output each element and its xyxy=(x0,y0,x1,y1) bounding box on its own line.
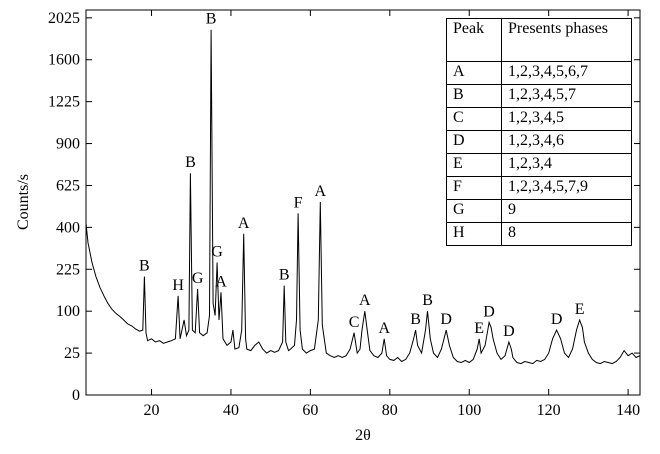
peak-label: D xyxy=(503,323,515,340)
y-tick-label: 225 xyxy=(56,261,80,278)
x-tick-label: 40 xyxy=(223,402,239,419)
peak-label: G xyxy=(211,243,223,260)
table-cell: D xyxy=(446,130,502,154)
peak-label: D xyxy=(440,311,452,328)
x-tick-label: 60 xyxy=(302,402,318,419)
y-axis-label: Counts/s xyxy=(15,174,32,230)
peak-label: H xyxy=(172,277,184,294)
peak-label: B xyxy=(410,311,421,328)
peak-label: B xyxy=(139,257,150,274)
table-cell: H xyxy=(446,222,502,246)
table-row: E 1,2,3,4 xyxy=(446,153,632,177)
x-axis-label: 2θ xyxy=(355,427,371,444)
table-cell: 8 xyxy=(501,222,632,246)
peak-label: B xyxy=(279,267,290,284)
table-cell: 1,2,3,4,5 xyxy=(501,107,632,131)
x-tick-label: 80 xyxy=(382,402,398,419)
table-cell: C xyxy=(446,107,502,131)
y-tick-label: 1600 xyxy=(48,52,80,69)
plot-frame xyxy=(85,9,641,396)
y-tick-label: 25 xyxy=(64,345,80,362)
table-cell: F xyxy=(446,176,502,200)
peak-label: A xyxy=(378,320,390,337)
y-tick-label: 400 xyxy=(56,219,80,236)
table-cell: 1,2,3,4 xyxy=(501,153,632,177)
peak-label: C xyxy=(349,314,360,331)
table-row: Peak Presents phases xyxy=(446,18,632,62)
table-row: C 1,2,3,4,5 xyxy=(446,107,632,131)
x-tick-label: 120 xyxy=(537,402,561,419)
table-cell: Presents phases xyxy=(501,18,632,62)
peak-label: E xyxy=(474,320,484,337)
peak-label: F xyxy=(294,194,303,211)
y-tick-label: 100 xyxy=(56,303,80,320)
x-tick-label: 140 xyxy=(616,402,640,419)
table-cell: B xyxy=(446,84,502,108)
table-cell: 1,2,3,4,5,7 xyxy=(501,84,632,108)
table-cell: 1,2,3,4,5,7,9 xyxy=(501,176,632,200)
table-cell: A xyxy=(446,61,502,85)
table-cell: G xyxy=(446,199,502,223)
y-tick-label: 2025 xyxy=(48,10,80,27)
x-tick-label: 20 xyxy=(144,402,160,419)
y-tick-label: 1225 xyxy=(48,94,80,111)
peak-label: B xyxy=(206,11,217,28)
peak-label: B xyxy=(185,154,196,171)
peak-label: B xyxy=(422,292,433,309)
peak-label: E xyxy=(575,301,585,318)
table-row: F 1,2,3,4,5,7,9 xyxy=(446,176,632,200)
table-cell: 1,2,3,4,5,6,7 xyxy=(501,61,632,85)
table-cell: 1,2,3,4,6 xyxy=(501,130,632,154)
y-tick-label: 0 xyxy=(72,387,80,404)
table-row: D 1,2,3,4,6 xyxy=(446,130,632,154)
peak-label: D xyxy=(483,303,495,320)
table-cell: 9 xyxy=(501,199,632,223)
peak-table: Peak Presents phases A 1,2,3,4,5,6,7 B 1,2,3,… xyxy=(446,18,632,246)
table-row: A 1,2,3,4,5,6,7 xyxy=(446,61,632,85)
peak-label: D xyxy=(551,311,563,328)
peak-label: A xyxy=(359,292,371,309)
table-cell: Peak xyxy=(446,18,502,62)
table-cell: E xyxy=(446,153,502,177)
peak-label: A xyxy=(238,215,250,232)
x-tick-label: 100 xyxy=(457,402,481,419)
y-tick-label: 900 xyxy=(56,136,80,153)
table-row: B 1,2,3,4,5,7 xyxy=(446,84,632,108)
peak-label: A xyxy=(215,273,227,290)
peak-label: A xyxy=(315,183,327,200)
xrd-curve xyxy=(85,29,641,365)
y-tick-label: 625 xyxy=(56,177,80,194)
peak-label: G xyxy=(192,270,204,287)
